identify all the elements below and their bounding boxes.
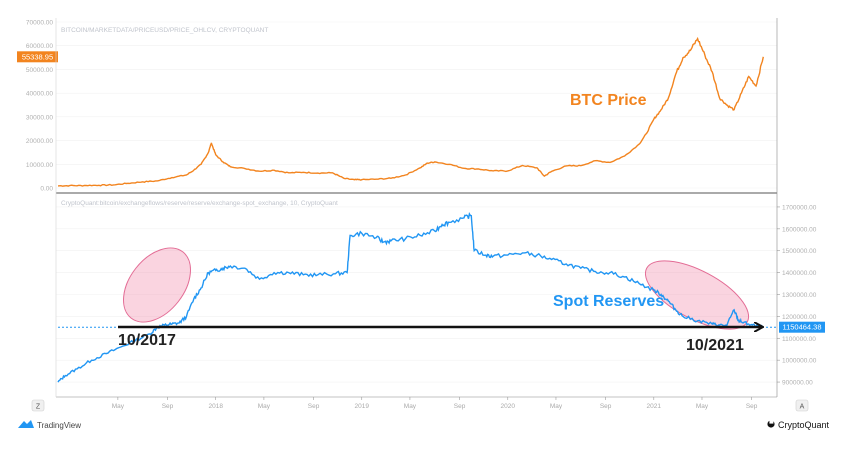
price-current-badge: 55338.95 — [17, 51, 58, 63]
reserve-annotation: Spot Reserves — [553, 293, 664, 310]
time-tick-label: Sep — [162, 403, 174, 410]
highlight-2021 — [644, 260, 750, 330]
reserve-ytick-label: 1400000.00 — [782, 270, 817, 277]
reserve-ytick-label: 1600000.00 — [782, 226, 817, 233]
cryptoquant-logo[interactable]: CryptoQuant — [767, 420, 830, 430]
price-ytick-label: 70000.00 — [26, 20, 53, 27]
reserve-ytick-label: 1200000.00 — [782, 314, 817, 321]
tradingview-logo-icon — [18, 420, 34, 428]
time-axis[interactable]: May Sep 2018 May Sep 2019 May Sep 2020 May Sep 2021… — [112, 397, 758, 410]
price-pane-title: BITCOIN/MARKETDATA/PRICEUSD/PRICE_OHLCV,… — [61, 27, 268, 34]
tradingview-logo[interactable]: TradingView — [18, 420, 81, 430]
reserve-ytick-label: 1700000.00 — [782, 204, 817, 211]
time-tick-label: 2019 — [355, 403, 370, 410]
price-ytick-label: 20000.00 — [26, 138, 53, 145]
time-tick-label: Sep — [746, 403, 758, 410]
price-annotation: BTC Price — [570, 92, 647, 109]
time-tick-label: May — [696, 403, 709, 410]
price-ytick-label: 40000.00 — [26, 91, 53, 98]
arrow-end-label: 10/2021 — [686, 337, 744, 354]
price-current-value: 55338.95 — [22, 52, 53, 61]
reserve-ytick-label: 1000000.00 — [782, 358, 817, 365]
reserve-ytick-label: 1500000.00 — [782, 248, 817, 255]
reserve-ytick-label: 1100000.00 — [782, 336, 816, 343]
time-tick-label: May — [550, 403, 563, 410]
reserve-current-badge: 1150464.38 — [779, 321, 825, 333]
reserve-series-line — [57, 211, 764, 383]
price-series-line — [57, 36, 764, 187]
reserve-pane: CryptoQuant:bitcoin/exchangeflows/reserv… — [56, 200, 825, 387]
time-tick-label: Sep — [308, 403, 320, 410]
reserve-pane-title: CryptoQuant:bitcoin/exchangeflows/reserv… — [61, 200, 338, 207]
time-tick-label: May — [258, 403, 271, 410]
tradingview-logo-text: TradingView — [37, 421, 81, 430]
time-tick-label: 2021 — [647, 403, 662, 410]
price-y-axis: 70000.00 60000.00 50000.00 40000.00 30000.00… — [26, 20, 54, 193]
auto-scale-button[interactable]: A — [795, 399, 809, 412]
time-tick-label: Sep — [600, 403, 612, 410]
zoom-button[interactable]: Z — [31, 399, 45, 412]
auto-scale-button-label: A — [800, 404, 805, 411]
price-ytick-label: 10000.00 — [26, 162, 53, 169]
time-tick-label: 2018 — [208, 403, 223, 410]
price-pane: BITCOIN/MARKETDATA/PRICEUSD/PRICE_OHLCV,… — [17, 20, 777, 193]
arrow-start-label: 10/2017 — [118, 332, 176, 349]
time-tick-label: May — [112, 403, 125, 410]
highlight-2017 — [123, 247, 191, 323]
price-ytick-label: 30000.00 — [26, 114, 53, 121]
zoom-button-label: Z — [36, 404, 41, 411]
price-ytick-label: 60000.00 — [26, 43, 53, 50]
reserve-ytick-label: 900000.00 — [782, 380, 813, 387]
reserve-current-value: 1150464.38 — [782, 323, 821, 332]
time-tick-label: May — [404, 403, 417, 410]
time-tick-label: Sep — [454, 403, 466, 410]
time-tick-label: 2020 — [501, 403, 516, 410]
reserve-grid — [56, 206, 777, 383]
reserve-ytick-label: 1300000.00 — [782, 292, 817, 299]
price-ytick-label: 50000.00 — [26, 67, 53, 74]
price-ytick-label: 0.00 — [40, 186, 53, 193]
cryptoquant-logo-text: CryptoQuant — [778, 420, 830, 430]
reserve-y-axis: 1700000.00 1600000.00 1500000.00 1400000.00… — [777, 204, 817, 387]
